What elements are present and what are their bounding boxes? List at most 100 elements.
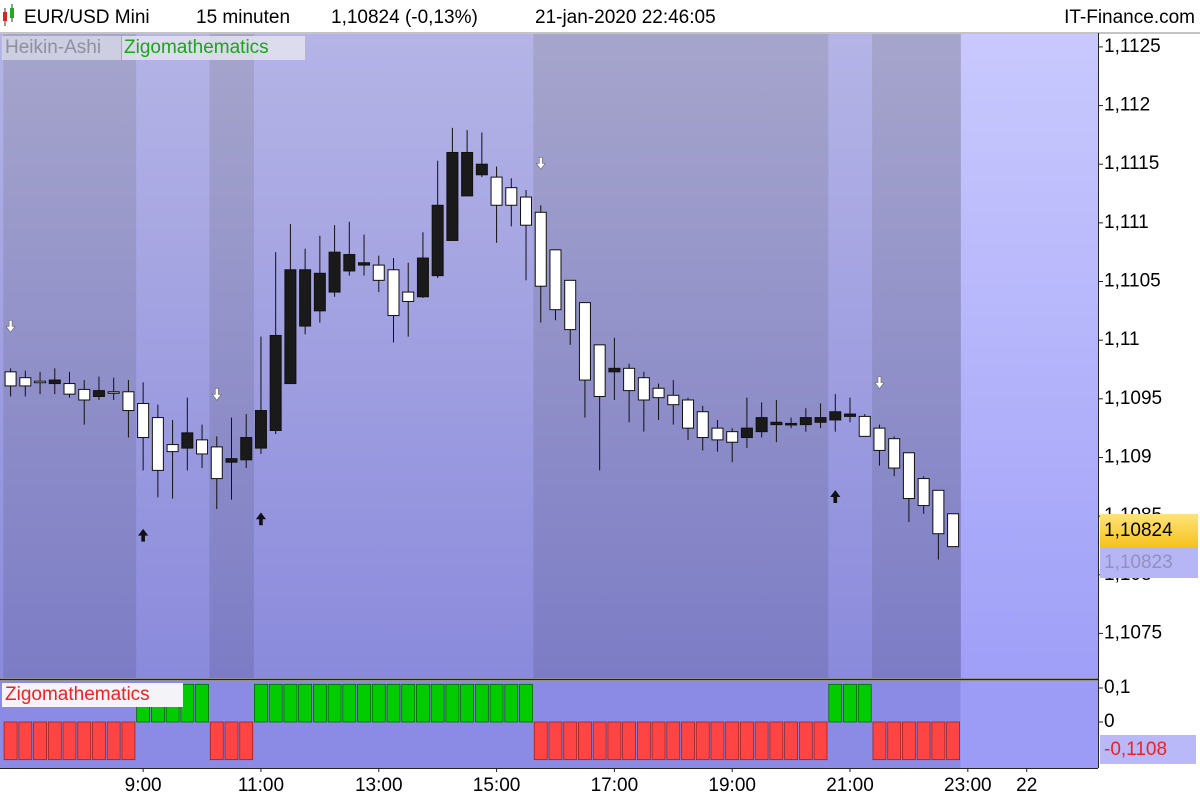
candle-body [770, 421, 783, 426]
candle-body [387, 269, 400, 317]
buy-arrow [255, 512, 267, 526]
candle-body [623, 367, 636, 392]
buy-arrow [830, 490, 841, 503]
indicator-bar [592, 721, 607, 761]
x-tick-label: 11:00 [238, 775, 284, 796]
candle-body [151, 417, 164, 471]
indicator-bar [902, 721, 916, 761]
candle-body [564, 279, 577, 331]
indicator-bar [843, 683, 857, 723]
indicator-bar [489, 683, 504, 723]
indicator-bar [931, 721, 946, 761]
indicator-label-box [2, 683, 183, 707]
signal-band [621, 34, 637, 678]
indicator-bar [401, 683, 416, 723]
indicator-bar [224, 721, 239, 761]
signal-band [724, 34, 740, 678]
signal-band [931, 34, 947, 678]
candle-body [358, 262, 371, 266]
indicator-bar [681, 721, 695, 761]
candle-body [92, 390, 105, 397]
indicator-bar [430, 683, 445, 723]
indicator-bar [371, 683, 386, 723]
indicator-bar [666, 721, 681, 761]
candle-body [740, 427, 753, 439]
indicator-value: -0,1108 [1104, 739, 1167, 760]
candle-body [608, 367, 621, 373]
signal-band [901, 34, 917, 678]
sell-arrow [211, 388, 222, 401]
buy-arrow [138, 528, 149, 542]
header: EUR/USD Mini 15 minuten 1,10824 (-0,13%)… [0, 4, 1200, 34]
candle-body [240, 437, 253, 461]
indicator-bar [283, 683, 298, 723]
candle-body [888, 438, 901, 469]
signal-band [3, 34, 19, 678]
quote: 1,10824 (-0,13%) [331, 7, 478, 28]
indicator-bar [519, 683, 533, 723]
icon [10, 8, 14, 18]
candle-body [932, 489, 945, 535]
candle-body [166, 444, 179, 453]
y-tick-label: 1,1095 [1104, 388, 1162, 409]
x-tick-label: 13:00 [355, 775, 403, 796]
candle-body [402, 291, 415, 302]
indicator-bar [740, 721, 754, 761]
candle-body [4, 371, 17, 387]
indicator-bar [887, 721, 902, 761]
x-tick-label: 23:00 [944, 775, 992, 796]
indicator-bar [445, 683, 460, 723]
indicator-bar [33, 721, 47, 761]
candle-body [299, 269, 312, 327]
legend-zigomathematics: Zigomathematics [124, 37, 269, 58]
indicator-bar [298, 683, 313, 723]
y-tick-label: 1,1105 [1104, 271, 1161, 292]
signal-band [872, 34, 888, 678]
indicator-bar [209, 721, 224, 761]
signal-band [106, 34, 122, 678]
x-tick-label: 9:00 [125, 775, 162, 796]
indicator-bar [504, 683, 519, 723]
indicator-bar [754, 721, 769, 761]
x-tick-label: 17:00 [591, 775, 639, 796]
indicator-bar [651, 721, 666, 761]
signal-band [651, 34, 667, 678]
signal-band [739, 34, 755, 678]
icon [3, 12, 7, 21]
y-tick-label: 1,11 [1104, 329, 1140, 350]
sell-arrow [5, 320, 16, 333]
last-price: 1,10824 [1104, 520, 1173, 541]
candle-body [844, 413, 857, 417]
indicator-bar [710, 721, 725, 761]
x-tick-label: 22 [1016, 775, 1037, 796]
candle-body [446, 151, 459, 241]
candle-body [652, 387, 665, 399]
indicator-bar [946, 721, 960, 761]
brand: IT-Finance.com [1064, 7, 1195, 28]
signal-band [916, 34, 932, 678]
signal-band [783, 34, 799, 678]
candle-body [902, 452, 915, 500]
candle-body [269, 334, 282, 431]
indicator-bar [533, 721, 548, 761]
signal-band [636, 34, 652, 678]
candle-body [19, 377, 32, 387]
indicator-bar [578, 721, 592, 761]
candle-body [372, 264, 385, 281]
signal-band [121, 34, 137, 678]
signal-band [813, 34, 829, 678]
candle-body [48, 379, 61, 385]
y-tick-label: 1,109 [1104, 446, 1152, 467]
signal-band [665, 34, 682, 678]
signal-band [224, 34, 240, 678]
signal-band [76, 34, 92, 678]
interval: 15 minuten [196, 7, 290, 28]
candle-body [696, 411, 709, 439]
sell-arrow [535, 156, 546, 170]
indicator-bar [342, 683, 357, 723]
candle-body [328, 251, 341, 293]
candle-body [520, 196, 533, 226]
candle-body [416, 257, 429, 298]
indicator-bar [195, 683, 209, 723]
